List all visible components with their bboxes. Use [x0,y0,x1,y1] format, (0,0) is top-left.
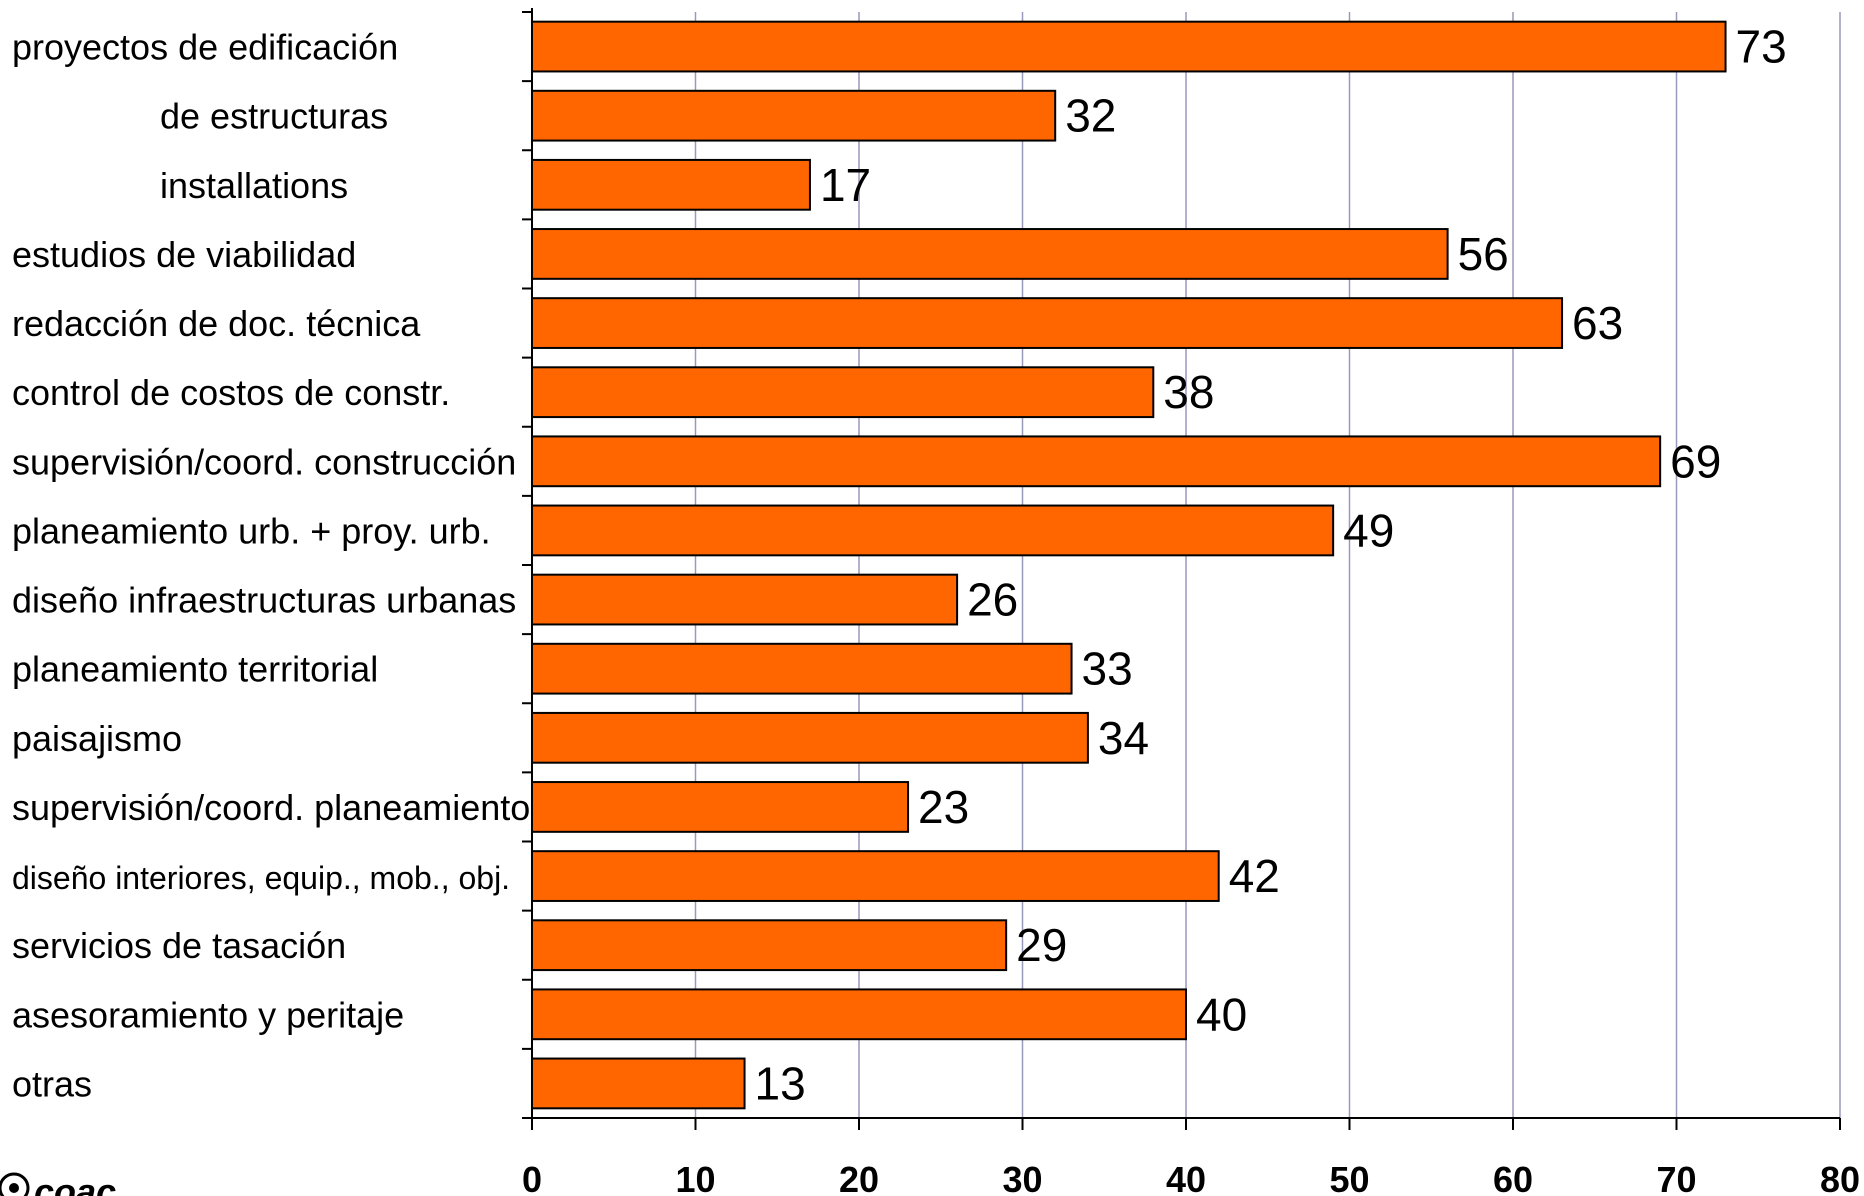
bar [531,781,910,833]
category-label: supervisión/coord. planeamiento [12,787,530,828]
data-label: 38 [1163,366,1214,418]
category-label: proyectos de edificación [12,27,398,68]
data-label: 69 [1670,435,1721,487]
category-label: diseño interiores, equip., mob., obj. [12,860,510,896]
bar [531,850,1220,902]
category-label: servicios de tasación [12,925,346,966]
bar [531,228,1449,280]
x-tick-label: 10 [675,1159,715,1196]
bar [531,988,1187,1041]
data-label: 73 [1736,21,1787,73]
category-label: supervisión/coord. construcción [12,441,516,482]
category-label: paisajismo [12,718,182,759]
category-label: estudios de viabilidad [12,234,356,275]
bar [531,20,1727,73]
data-label: 23 [918,781,969,833]
x-tick-labels: 0 10 20 30 40 50 60 70 80 [522,1159,1860,1196]
data-label: 13 [755,1057,806,1109]
bar [531,158,811,211]
bar [531,642,1073,695]
bar [531,919,1008,972]
bar [531,504,1335,557]
bar [531,1057,746,1110]
data-label: 63 [1572,297,1623,349]
logo-text: coac [34,1171,116,1196]
category-label: control de costos de constr. [12,372,450,413]
logo: coac [0,1171,116,1196]
gear-seal-icon [0,1172,30,1196]
x-tick-label: 0 [522,1159,542,1196]
axes [522,8,1841,1130]
bars [531,20,1727,1110]
data-label: 40 [1196,988,1247,1040]
bar [531,89,1057,142]
data-label: 29 [1016,919,1067,971]
data-label: 33 [1082,643,1133,695]
category-label: installations [160,165,348,206]
data-label: 26 [967,574,1018,626]
value-labels: 73 32 17 56 63 38 69 49 26 33 34 23 42 29 40 13 [755,21,1787,1110]
data-label: 49 [1343,504,1394,556]
category-label: otras [12,1063,92,1104]
category-label: redacción de doc. técnica [12,303,421,344]
bar [531,711,1089,764]
bar [531,435,1662,488]
x-tick-label: 60 [1493,1159,1533,1196]
category-labels: proyectos de edificación de estructuras in… [12,27,530,1105]
gridlines [694,12,1841,1118]
x-tick-label: 50 [1329,1159,1369,1196]
data-label: 34 [1098,712,1149,764]
x-tick-label: 70 [1656,1159,1696,1196]
category-label: planeamiento urb. + proy. urb. [12,510,491,551]
data-label: 42 [1229,850,1280,902]
x-tick-label: 20 [839,1159,879,1196]
category-label: asesoramiento y peritaje [12,994,404,1035]
bar [531,573,959,626]
category-label: diseño infraestructuras urbanas [12,580,516,621]
data-label: 17 [820,159,871,211]
category-label: planeamiento territorial [12,649,378,690]
data-label: 56 [1458,228,1509,280]
data-label: 32 [1065,90,1116,142]
bar [531,297,1564,349]
x-tick-label: 40 [1166,1159,1206,1196]
x-tick-label: 30 [1002,1159,1042,1196]
category-label: de estructuras [160,96,388,137]
x-tick-label: 80 [1820,1159,1860,1196]
bar [531,366,1155,419]
